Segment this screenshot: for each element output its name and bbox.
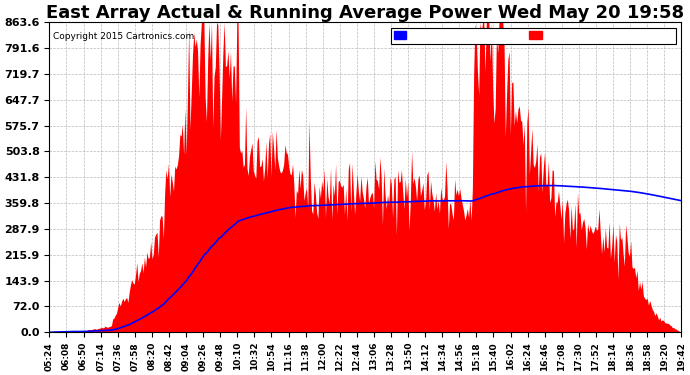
Title: East Array Actual & Running Average Power Wed May 20 19:58: East Array Actual & Running Average Powe… — [46, 4, 684, 22]
Legend: Average (DC Watts), East Array (DC Watts): Average (DC Watts), East Array (DC Watts… — [391, 27, 676, 44]
Text: Copyright 2015 Cartronics.com: Copyright 2015 Cartronics.com — [52, 32, 194, 40]
